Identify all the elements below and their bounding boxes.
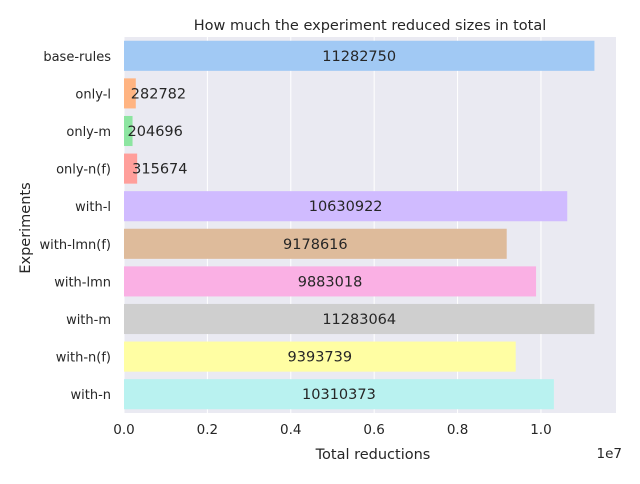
bar [124,153,138,184]
x-exponent-label: 1e7 [597,446,622,462]
y-tick-label: with-n(f) [56,351,111,366]
y-tick-label: with-m [66,313,111,328]
y-tick-label: with-n [70,388,111,403]
x-tick-label: 1.0 [530,422,551,438]
y-tick-label: with-l [75,200,111,215]
x-tick-label: 0.4 [280,422,301,438]
y-tick-label: only-l [75,87,111,102]
bar-value-label: 11282750 [322,49,396,65]
bar [124,303,595,335]
x-tick-label: 0.8 [447,422,468,438]
x-tick-label: 0.2 [197,422,218,438]
y-tick-label: with-lmn [54,275,111,290]
y-axis-label: Experiments [18,182,34,273]
bar-value-label: 9178616 [283,237,348,253]
bar-value-label: 9883018 [298,274,363,290]
y-tick-label: only-n(f) [56,163,111,178]
bar [124,341,516,372]
x-axis-label: Total reductions [315,447,431,463]
bar [124,78,136,109]
y-tick-labels: base-rules only-l only-m only-n(f) with-l wit… [39,50,111,403]
bar-value-label: 204696 [128,124,183,140]
bar [124,191,568,222]
chart-title: How much the experiment reduced sizes in… [194,18,547,34]
bar [124,266,537,297]
bar [124,379,554,410]
bar-value-label: 282782 [131,86,186,102]
y-tick-label: only-m [66,125,111,140]
bar-value-labels: 11282750 282782 204696 315674 10630922 917861… [128,49,397,403]
x-tick-labels: 0.0 0.2 0.4 0.6 0.8 1.0 [113,422,551,438]
x-tick-label: 0.0 [113,422,134,438]
y-tick-label: base-rules [43,50,111,65]
bars [124,40,595,410]
bar-value-label: 11283064 [322,312,396,328]
bar-value-label: 10310373 [302,387,376,403]
x-tick-label: 0.6 [363,422,384,438]
bar [124,115,133,147]
bar-value-label: 10630922 [309,199,383,215]
bar [124,40,595,71]
bar-value-label: 315674 [132,162,187,178]
bar-value-label: 9393739 [288,350,353,366]
y-tick-label: with-lmn(f) [39,238,111,253]
bar [124,228,507,259]
